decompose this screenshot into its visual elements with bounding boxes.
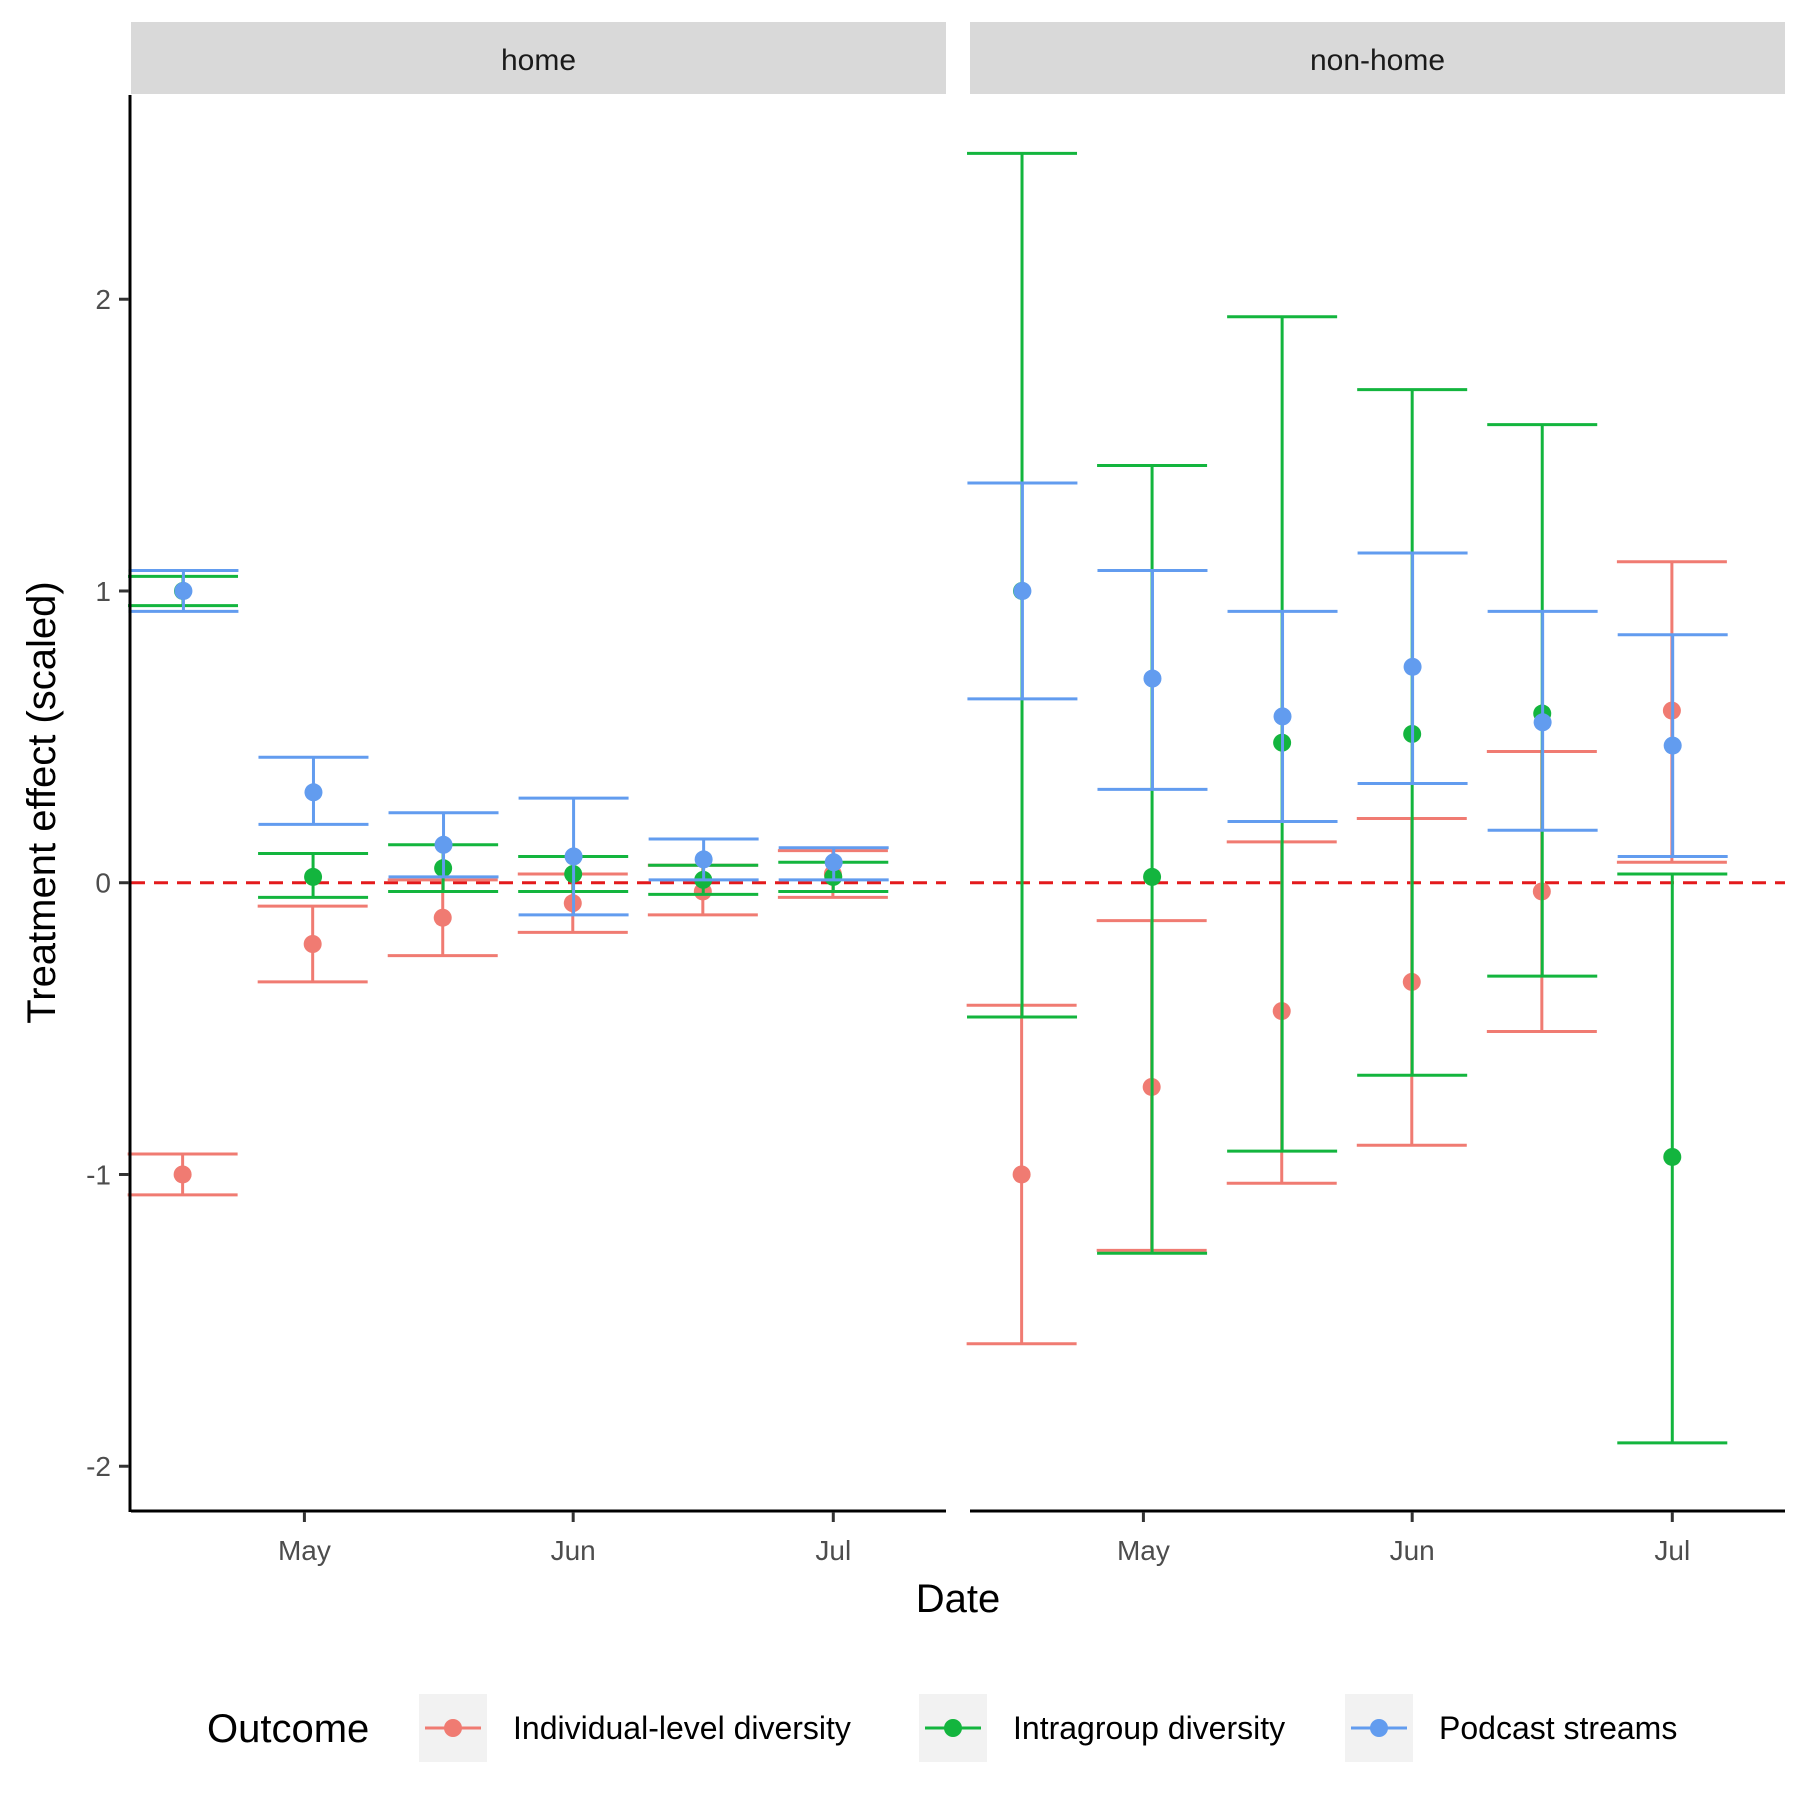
point-non-home-podcast-streams-2 [1273, 707, 1292, 726]
point-non-home-individual-level-diversity-0 [1012, 1165, 1031, 1184]
y-tick-label-1: -1 [86, 1159, 111, 1190]
legend-key-point-podcast-streams [1370, 1719, 1388, 1737]
point-non-home-podcast-streams-1 [1143, 669, 1162, 688]
facet-label-non-home: non-home [1310, 44, 1445, 77]
point-non-home-podcast-streams-5 [1663, 736, 1682, 755]
point-non-home-intragroup-diversity-5 [1663, 1147, 1682, 1166]
point-home-podcast-streams-5 [824, 853, 843, 872]
y-tick-label-3: 1 [95, 576, 111, 607]
x-tick-label-home-may: May [278, 1535, 331, 1566]
point-non-home-intragroup-diversity-1 [1143, 867, 1162, 886]
point-home-intragroup-diversity-1 [304, 867, 323, 886]
legend-key-point-individual-level-diversity [444, 1719, 462, 1737]
x-tick-label-home-jun: Jun [551, 1535, 596, 1566]
legend-label-intragroup-diversity: Intragroup diversity [1013, 1710, 1285, 1746]
point-home-individual-level-diversity-1 [303, 935, 322, 953]
point-non-home-podcast-streams-3 [1403, 657, 1422, 676]
legend-label-podcast-streams: Podcast streams [1439, 1710, 1677, 1746]
x-tick-label-non-home-jul: Jul [1654, 1535, 1690, 1566]
point-non-home-podcast-streams-0 [1013, 581, 1032, 600]
x-tick-label-non-home-jun: Jun [1390, 1535, 1435, 1566]
y-axis-title: Treatment effect (scaled) [20, 581, 64, 1023]
point-home-individual-level-diversity-0 [173, 1165, 192, 1184]
point-home-podcast-streams-1 [304, 783, 323, 802]
x-tick-label-non-home-may: May [1117, 1535, 1170, 1566]
legend-label-individual-level-diversity: Individual-level diversity [513, 1710, 851, 1746]
x-axis-title: Date [916, 1577, 1001, 1621]
legend-key-point-intragroup-diversity [944, 1719, 962, 1737]
y-tick-label-2: 0 [95, 868, 111, 899]
point-home-podcast-streams-0 [174, 581, 193, 600]
facet-label-home: home [501, 44, 576, 77]
point-non-home-podcast-streams-4 [1533, 713, 1552, 732]
point-home-podcast-streams-4 [694, 850, 713, 869]
legend-title: Outcome [207, 1707, 369, 1751]
point-home-podcast-streams-2 [434, 835, 453, 854]
x-tick-label-home-jul: Jul [815, 1535, 851, 1566]
point-home-podcast-streams-3 [564, 847, 583, 866]
facet-strip-home [131, 22, 946, 94]
facet-strip-non-home [970, 22, 1785, 94]
y-tick-label-0: -2 [86, 1451, 111, 1482]
y-tick-label-4: 2 [95, 284, 111, 315]
point-home-individual-level-diversity-2 [433, 908, 452, 927]
